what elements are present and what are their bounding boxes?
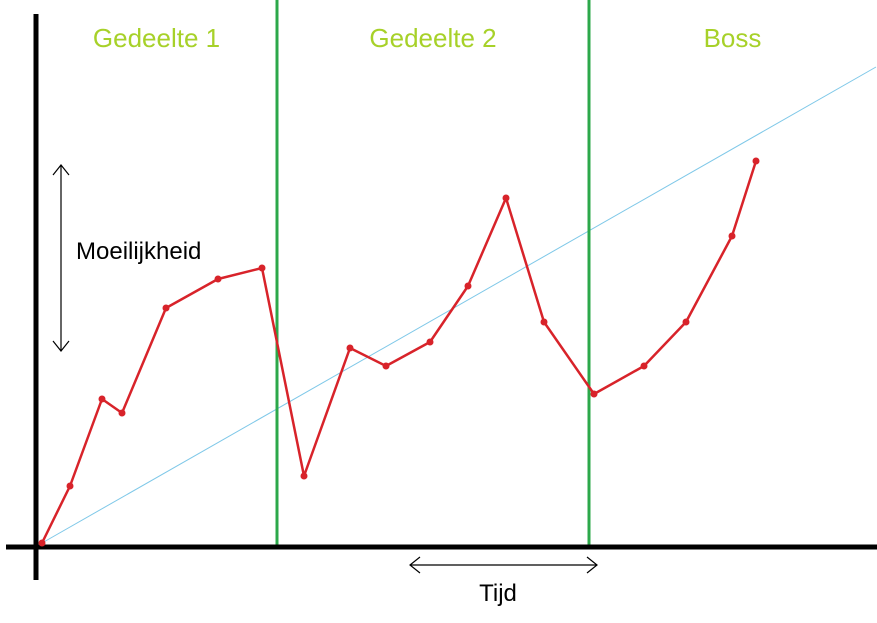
x-axis-arrow [409, 556, 598, 574]
section-label: Gedeelte 2 [369, 23, 496, 53]
data-point [66, 482, 74, 490]
data-point [98, 395, 106, 403]
data-point [752, 157, 760, 165]
data-point [682, 318, 690, 326]
y-axis-arrow [52, 164, 70, 352]
data-point [382, 362, 390, 370]
data-point [258, 264, 266, 272]
data-point [162, 304, 170, 312]
section-label-layer: Gedeelte 1 Gedeelte 2 Boss [93, 23, 762, 53]
data-point [426, 338, 434, 346]
series-line [40, 160, 758, 544]
trend-line [41, 66, 877, 544]
data-point [346, 344, 354, 352]
section-label: Boss [704, 23, 762, 53]
section-divider-layer [275, 0, 591, 545]
data-point [464, 282, 472, 290]
data-point [540, 318, 548, 326]
data-point [38, 539, 46, 547]
data-point [214, 275, 222, 283]
data-point [118, 409, 126, 417]
section-label: Gedeelte 1 [93, 23, 220, 53]
data-point [300, 472, 308, 480]
trend-layer [41, 66, 877, 544]
data-point [502, 194, 510, 202]
x-axis-label: Tijd [479, 580, 517, 607]
data-point [640, 362, 648, 370]
series-layer [38, 157, 760, 547]
data-point [728, 232, 736, 240]
y-axis-label: Moeilijkheid [76, 238, 201, 265]
data-point [590, 390, 598, 398]
axis-layer [6, 14, 877, 580]
